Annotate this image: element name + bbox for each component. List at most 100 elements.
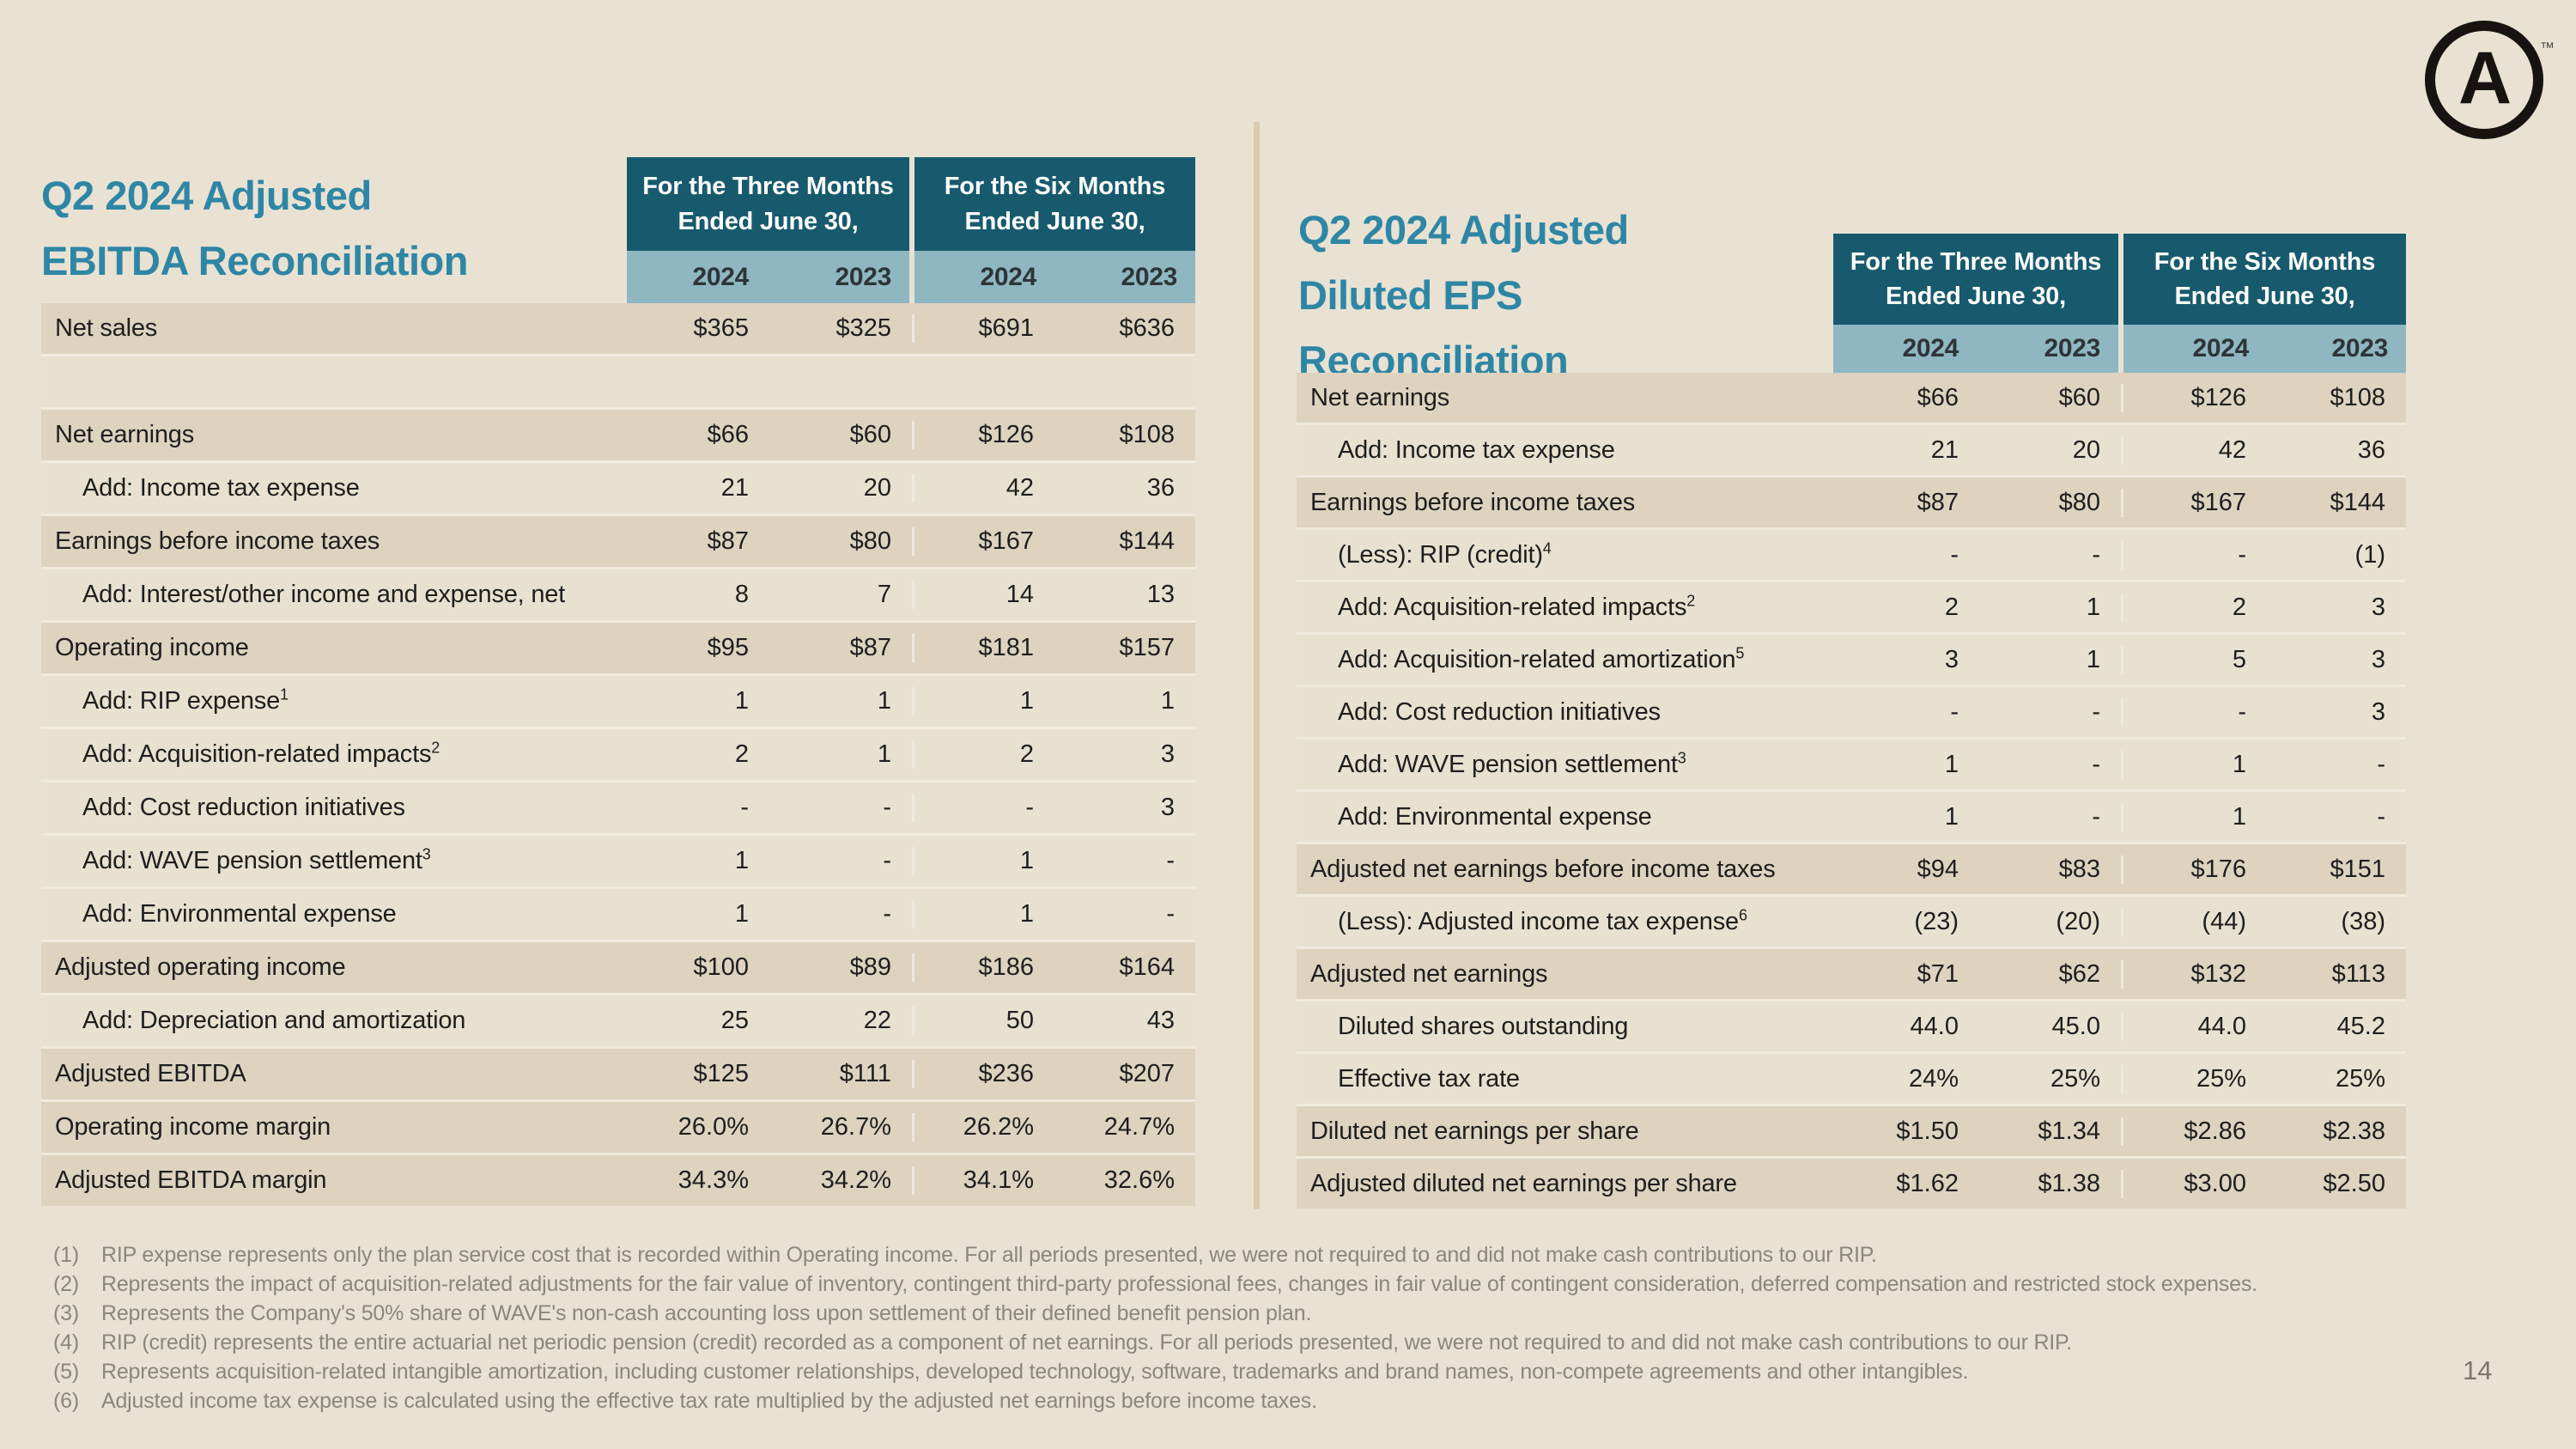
- cell-value: $144: [1119, 527, 1175, 555]
- table-subheader: 2024 2023 2024 2023: [41, 251, 1195, 303]
- cell-value: 3: [2371, 645, 2385, 673]
- footnote-number: (2): [53, 1272, 79, 1296]
- cell-value: 43: [1146, 1007, 1175, 1034]
- footnote-text: Adjusted income tax expense is calculate…: [101, 1389, 1317, 1413]
- col-group-three-months: For the Three Months Ended June 30,: [1833, 234, 2118, 325]
- cell-value: $111: [839, 1060, 891, 1087]
- cell-value: $60: [2058, 383, 2100, 411]
- table-row: Adjusted net earnings before income taxe…: [1297, 842, 2406, 894]
- row-label: Net earnings: [1310, 383, 1450, 411]
- cell-value: -: [1166, 847, 1175, 874]
- cell-value: 1: [912, 687, 1054, 715]
- cell-value: (1): [2354, 540, 2385, 569]
- cell-value: 42: [912, 474, 1054, 502]
- year-header: 2023: [1121, 262, 1177, 291]
- row-label: Diluted net earnings per share: [1310, 1117, 1639, 1145]
- cell-value: $176: [2121, 855, 2267, 884]
- footnote-item: (6) Adjusted income tax expense is calcul…: [53, 1390, 2526, 1413]
- cell-value: -: [1950, 697, 1959, 726]
- row-label: Adjusted operating income: [55, 953, 346, 981]
- title-line: Q2 2024 Adjusted: [1298, 207, 1629, 253]
- footnote-item: (1) RIP expense represents only the plan …: [53, 1244, 2526, 1267]
- row-label: Adjusted EBITDA: [55, 1060, 246, 1087]
- cell-value: 45.2: [2336, 1012, 2385, 1040]
- title-line: Q2 2024 Adjusted: [41, 173, 372, 218]
- cell-value: 20: [2072, 435, 2100, 464]
- col-group-six-months: For the Six Months Ended June 30,: [2123, 234, 2406, 325]
- ebitda-reconciliation-table: For the Three Months Ended June 30, For …: [41, 157, 1195, 1206]
- table-row: Add: Cost reduction initiatives - - -3: [1297, 685, 2406, 737]
- table-row: Earnings before income taxes $87 $80 $167 $1…: [41, 514, 1195, 567]
- cell-value: 50: [912, 1007, 1054, 1035]
- cell-value: $167: [2121, 488, 2267, 517]
- cell-value: 13: [1146, 581, 1175, 608]
- year-header: 2024: [2192, 334, 2249, 362]
- cell-value: -: [2092, 802, 2100, 831]
- cell-value: 24.7%: [1103, 1113, 1175, 1141]
- table-row: Add: Depreciation and amortization 25 22 50…: [41, 993, 1195, 1046]
- row-label: Add: Depreciation and amortization: [82, 1007, 466, 1034]
- cell-value: $66: [1917, 383, 1959, 411]
- year-group: 2024 2023: [914, 251, 1195, 303]
- footnote-item: (3) Represents the Company's 50% share of…: [53, 1302, 2526, 1325]
- table-row: Add: Income tax expense 21 20 42 36: [1297, 423, 2406, 475]
- table-row: Diluted shares outstanding 44.0 45.0 44.0 45…: [1297, 999, 2406, 1051]
- table-row: Adjusted diluted net earnings per share $…: [1297, 1156, 2406, 1209]
- cell-value: 1: [2121, 750, 2267, 779]
- cell-value: 45.0: [2051, 1012, 2100, 1040]
- cell-value: 21: [720, 474, 749, 502]
- table-row: Add: WAVE pension settlement3 1-1-: [41, 833, 1195, 886]
- row-label: Operating income margin: [55, 1113, 331, 1141]
- table-row: Adjusted operating income $100 $89 $186 $164: [41, 940, 1195, 993]
- title-line: Diluted EPS: [1298, 272, 1522, 319]
- cell-value: $3.00: [2121, 1169, 2267, 1198]
- cell-value: -: [2092, 540, 2100, 569]
- row-label: Add: Interest/other income and expense, …: [82, 581, 566, 608]
- year-header: 2023: [835, 262, 891, 291]
- table-row: Earnings before income taxes $87 $80 $167 $1…: [1297, 475, 2406, 527]
- cell-value: -: [1950, 540, 1959, 569]
- table-row: Add: Environmental expense 1-1-: [41, 886, 1195, 940]
- cell-value: 34.1%: [912, 1166, 1054, 1195]
- cell-value: 1: [734, 687, 749, 715]
- table-row: (Less): RIP (credit)4- - - (1): [1297, 527, 2406, 580]
- col-group-line: For the Three Months: [1850, 247, 2102, 276]
- footnote-ref: 5: [1735, 643, 1745, 661]
- cell-value: $87: [849, 634, 891, 661]
- cell-value: $1.50: [1896, 1117, 1959, 1145]
- table-row: Add: Acquisition-related impacts2 2 1 2 3: [41, 727, 1195, 780]
- row-label: Net earnings: [55, 421, 195, 448]
- col-group-three-months: For the Three Months Ended June 30,: [627, 157, 909, 251]
- cell-value: 7: [877, 581, 891, 608]
- cell-value: $325: [835, 314, 891, 342]
- year-group: 2024 2023: [627, 251, 909, 303]
- cell-value: $186: [912, 953, 1054, 982]
- cell-value: $100: [693, 953, 749, 981]
- footnote-ref: 2: [431, 739, 440, 757]
- cell-value: $108: [2330, 383, 2385, 411]
- cell-value: $236: [912, 1060, 1054, 1088]
- table-row: Adjusted net earnings $71 $62 $132 $113: [1297, 947, 2406, 999]
- row-label: Add: Acquisition-related impacts2: [82, 739, 440, 768]
- year-header: 2024: [980, 262, 1036, 291]
- footnote-item: (4) RIP (credit) represents the entire ac…: [53, 1331, 2526, 1355]
- table-body: Net sales $365 $325 $691 $636 Net earnings $66…: [41, 303, 1195, 1206]
- row-label: (Less): RIP (credit)4: [1338, 539, 1552, 569]
- cell-value: 34.2%: [820, 1166, 891, 1194]
- cell-value: 1: [1160, 687, 1175, 715]
- footnote-item: (5) Represents acquisition-related intang…: [53, 1361, 2526, 1384]
- cell-value: -: [2377, 750, 2385, 778]
- footnote-text: Represents the impact of acquisition-rel…: [101, 1272, 2257, 1296]
- col-group-line: Ended June 30,: [1886, 283, 2066, 310]
- cell-value: -: [883, 900, 891, 928]
- table-row: Effective tax rate 24% 25% 25% 25%: [1297, 1051, 2406, 1104]
- cell-value: 36: [1146, 474, 1175, 502]
- footnote-item: (2) Represents the impact of acquisition-…: [53, 1273, 2526, 1296]
- cell-value: $2.50: [2323, 1169, 2385, 1197]
- table-row: Adjusted EBITDA margin 34.3% 34.2% 34.1% 32.…: [41, 1153, 1195, 1206]
- col-group-line: Ended June 30,: [2174, 283, 2355, 310]
- col-group-line: For the Three Months: [642, 173, 894, 201]
- cell-value: $71: [1917, 959, 1959, 988]
- title-line: EBITDA Reconciliation: [41, 238, 468, 284]
- cell-value: -: [2092, 750, 2100, 778]
